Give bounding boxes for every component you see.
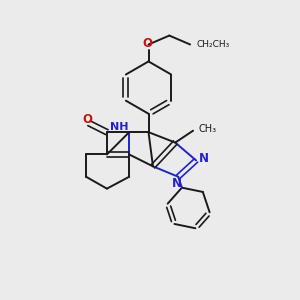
Text: CH₂CH₃: CH₂CH₃ [197, 40, 230, 49]
Text: O: O [142, 38, 152, 50]
Text: CH₃: CH₃ [198, 124, 217, 134]
Text: NH: NH [110, 122, 128, 132]
Text: N: N [199, 152, 209, 165]
Text: O: O [82, 113, 93, 126]
Text: N: N [172, 177, 182, 190]
